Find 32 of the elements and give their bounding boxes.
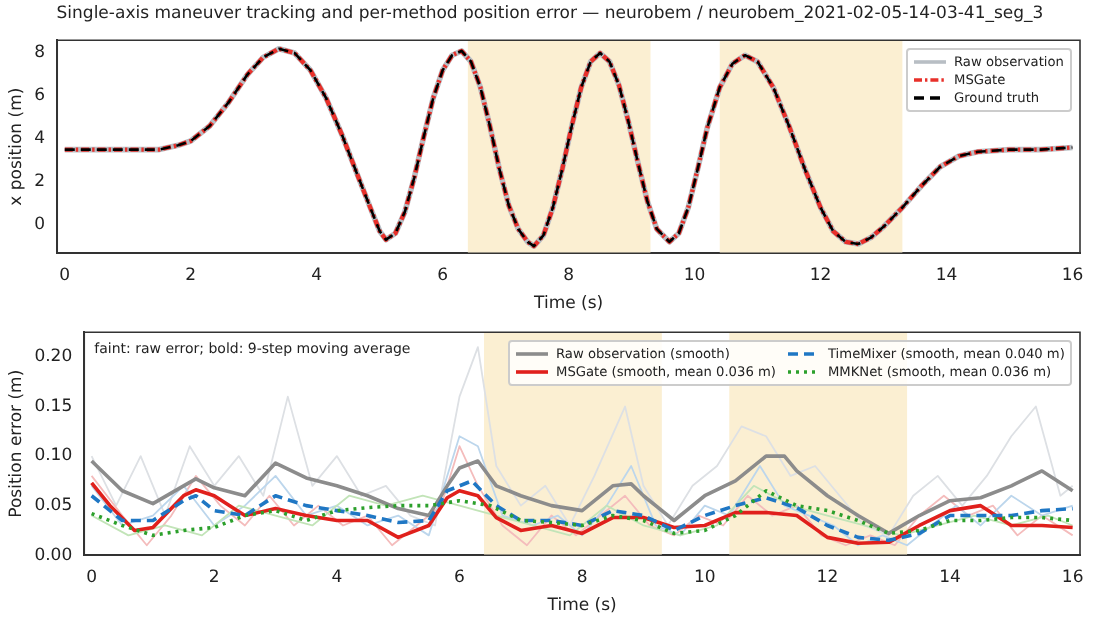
y-tick-label: 2 (34, 172, 46, 193)
x-tick-label: 0 (86, 567, 98, 588)
y-tick-label: 0 (34, 215, 46, 236)
x-tick-label: 16 (1061, 265, 1084, 286)
y-tick-label: 4 (34, 129, 46, 150)
y-axis-title: Position error (m) (6, 369, 27, 518)
x-tick-label: 10 (693, 567, 716, 588)
y-tick-label: 8 (34, 43, 46, 64)
y-tick-label: 6 (34, 86, 46, 107)
chart-title: Single-axis maneuver tracking and per-method position error — neurobem / neurobem_2021-02-05-14-03-41_seg_3 (54, 4, 1046, 24)
x-tick-label: 4 (331, 567, 343, 588)
x-tick-label: 2 (208, 567, 220, 588)
x-tick-label: 12 (809, 265, 832, 286)
y-tick-label: 0.00 (34, 545, 73, 566)
x-tick-label: 10 (683, 265, 706, 286)
y-axis-title: x position (m) (6, 87, 27, 206)
x-axis-title: Time (s) (545, 596, 617, 617)
x-tick-label: 2 (185, 265, 197, 286)
y-tick-label: 0.20 (34, 347, 73, 368)
x-tick-label: 8 (563, 265, 575, 286)
x-axis-title: Time (s) (532, 294, 604, 315)
y-tick-label: 0.15 (34, 396, 73, 417)
x-tick-label: 12 (816, 567, 839, 588)
x-tick-label: 6 (454, 567, 465, 588)
x-tick-label: 14 (939, 567, 961, 588)
y-tick-label: 0.10 (34, 446, 73, 467)
x-tick-label: 4 (311, 265, 323, 286)
x-tick-label: 14 (935, 265, 958, 286)
x-tick-label: 8 (576, 567, 588, 588)
x-tick-label: 16 (1061, 567, 1084, 588)
y-tick-label: 0.05 (34, 496, 73, 517)
x-tick-label: 6 (437, 265, 449, 286)
